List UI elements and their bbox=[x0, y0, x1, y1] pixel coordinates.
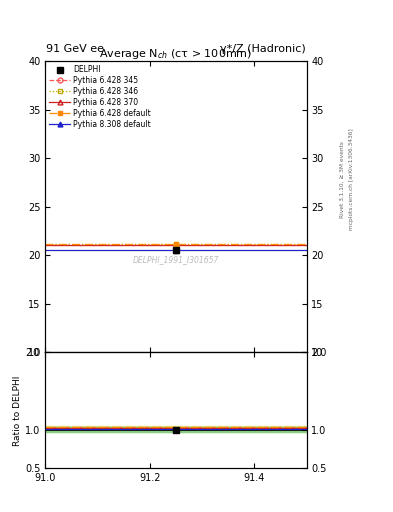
Legend: DELPHI, Pythia 6.428 345, Pythia 6.428 346, Pythia 6.428 370, Pythia 6.428 defau: DELPHI, Pythia 6.428 345, Pythia 6.428 3… bbox=[48, 63, 153, 131]
Title: Average N$_{ch}$ (cτ > 100mm): Average N$_{ch}$ (cτ > 100mm) bbox=[99, 47, 252, 61]
Text: Rivet 3.1.10, ≥ 3M events: Rivet 3.1.10, ≥ 3M events bbox=[340, 141, 344, 218]
Text: DELPHI_1991_I301657: DELPHI_1991_I301657 bbox=[133, 254, 219, 264]
Bar bbox=[45, 426, 307, 432]
Text: 91 GeV ee: 91 GeV ee bbox=[46, 44, 105, 54]
Text: γ*/Z (Hadronic): γ*/Z (Hadronic) bbox=[220, 44, 306, 54]
Bar bbox=[45, 427, 307, 432]
Y-axis label: Ratio to DELPHI: Ratio to DELPHI bbox=[13, 375, 22, 445]
Text: mcplots.cern.ch [arXiv:1306.3436]: mcplots.cern.ch [arXiv:1306.3436] bbox=[349, 129, 354, 230]
